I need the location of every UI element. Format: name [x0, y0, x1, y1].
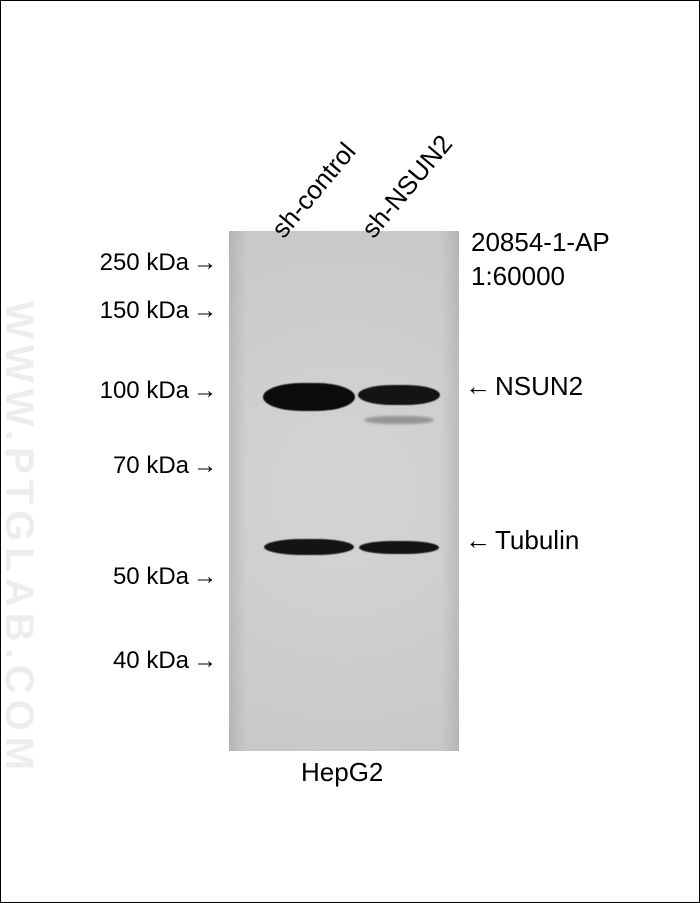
- arrow-left-icon: ←: [465, 525, 491, 556]
- mw-marker-text: 250 kDa: [100, 249, 189, 277]
- membrane-shade: [229, 231, 459, 751]
- arrow-right-icon: →: [193, 249, 217, 277]
- antibody-catalog: 20854-1-AP: [471, 226, 610, 260]
- blot-membrane: [229, 231, 459, 751]
- band-annotation-text: Tubulin: [495, 525, 579, 556]
- mw-marker-text: 100 kDa: [100, 377, 189, 405]
- band-annotation: ←NSUN2: [465, 371, 583, 402]
- mw-marker-text: 50 kDa: [113, 563, 189, 591]
- lane-label: sh-NSUN2: [355, 129, 459, 244]
- blot-band: [263, 383, 355, 411]
- band-annotation-text: NSUN2: [495, 371, 583, 402]
- mw-marker-text: 40 kDa: [113, 647, 189, 675]
- blot-band: [364, 416, 434, 424]
- cell-line-label: HepG2: [301, 757, 383, 788]
- lane-label: sh-control: [265, 137, 362, 244]
- mw-marker: 250 kDa→: [100, 249, 217, 277]
- arrow-right-icon: →: [193, 452, 217, 480]
- mw-marker-text: 70 kDa: [113, 452, 189, 480]
- antibody-info: 20854-1-AP 1:60000: [471, 226, 610, 294]
- mw-marker-text: 150 kDa: [100, 297, 189, 325]
- watermark-text: WWW.PTGLAB.COM: [0, 301, 41, 776]
- arrow-right-icon: →: [193, 647, 217, 675]
- mw-marker: 70 kDa→: [113, 452, 217, 480]
- antibody-dilution: 1:60000: [471, 260, 610, 294]
- arrow-right-icon: →: [193, 377, 217, 405]
- arrow-right-icon: →: [193, 563, 217, 591]
- arrow-left-icon: ←: [465, 371, 491, 402]
- blot-band: [359, 541, 439, 554]
- mw-marker: 40 kDa→: [113, 647, 217, 675]
- arrow-right-icon: →: [193, 297, 217, 325]
- mw-marker: 150 kDa→: [100, 297, 217, 325]
- band-annotation: ←Tubulin: [465, 525, 579, 556]
- mw-marker: 50 kDa→: [113, 563, 217, 591]
- blot-band: [358, 385, 440, 405]
- mw-marker: 100 kDa→: [100, 377, 217, 405]
- blot-band: [264, 539, 354, 555]
- western-blot-figure: WWW.PTGLAB.COM sh-controlsh-NSUN2 250 kD…: [1, 1, 699, 902]
